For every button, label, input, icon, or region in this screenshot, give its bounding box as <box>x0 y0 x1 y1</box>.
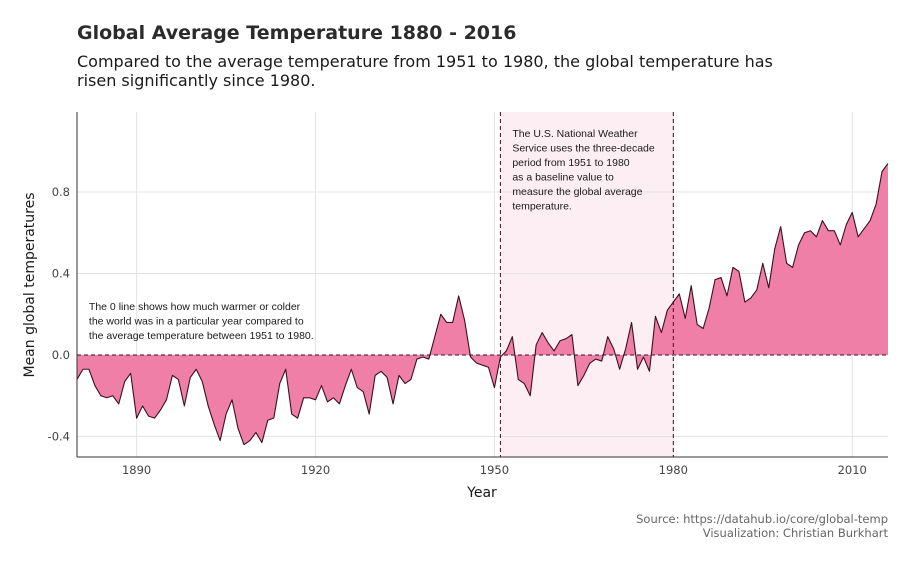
visualization-credit: Visualization: Christian Burkhart <box>702 526 888 540</box>
annotation-line: The 0 line shows how much warmer or cold… <box>89 301 301 313</box>
annotation-line: temperature. <box>512 200 572 212</box>
x-tick-label: 2010 <box>838 463 867 477</box>
x-tick-label: 1890 <box>122 463 151 477</box>
y-tick-label: 0.8 <box>52 185 70 199</box>
chart-subtitle: Compared to the average temperature from… <box>77 52 773 90</box>
y-axis-label: Mean global temperatures <box>22 192 38 377</box>
annotation-line: the average temperature between 1951 to … <box>89 330 314 342</box>
annotation-line: the world was in a particular year compa… <box>89 316 304 328</box>
source-credit: Source: https://datahub.io/core/global-t… <box>636 512 888 540</box>
y-tick-label: 0.0 <box>52 348 70 362</box>
y-tick-label: -0.4 <box>48 430 70 444</box>
annotation-line: Service uses the three-decade <box>512 142 655 154</box>
temperature-area <box>77 163 888 445</box>
annotation-line: measure the global average <box>512 186 642 198</box>
x-axis-label: Year <box>466 485 497 501</box>
annotation-line: as a baseline value to <box>512 171 614 183</box>
x-tick-label: 1950 <box>480 463 509 477</box>
annotation-line: The U.S. National Weather <box>512 128 638 140</box>
y-tick-label: 0.4 <box>52 267 70 281</box>
chart-title: Global Average Temperature 1880 - 2016 <box>77 22 517 44</box>
x-tick-label: 1920 <box>301 463 330 477</box>
annotation-1: The 0 line shows how much warmer or cold… <box>89 301 314 342</box>
annotation-line: period from 1951 to 1980 <box>512 157 629 169</box>
baseline-period-highlight <box>500 112 674 457</box>
temperature-line <box>76 163 889 446</box>
annotation-2: The U.S. National Weather Service uses th… <box>512 128 655 213</box>
source-line: Source: https://datahub.io/core/global-t… <box>636 512 888 526</box>
x-tick-label: 1980 <box>659 463 688 477</box>
